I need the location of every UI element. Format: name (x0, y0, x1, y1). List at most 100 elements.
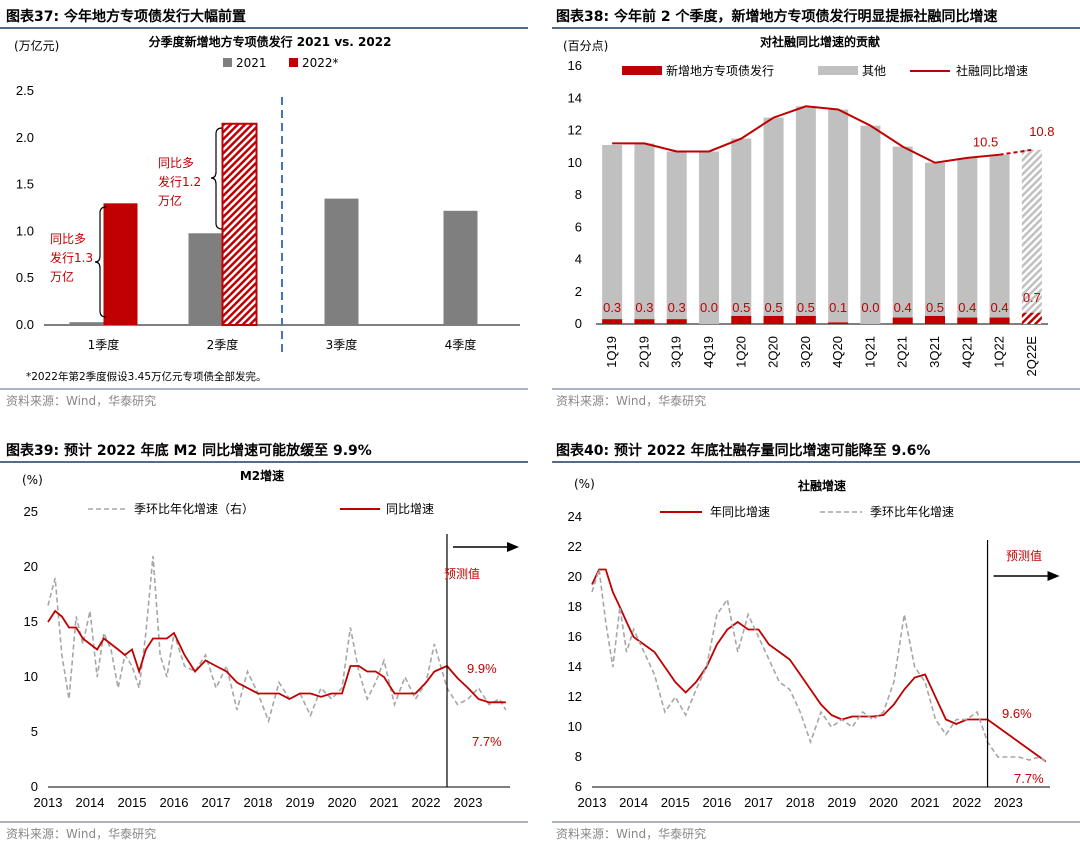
x-tick-label: 3Q20 (798, 336, 813, 368)
y-tick-label: 10 (24, 669, 38, 684)
bar-other (924, 162, 946, 316)
panel40-title: 图表40: 预计 2022 年底社融存量同比增速可能降至 9.6% (556, 442, 930, 459)
panel39-title: 图表39: 预计 2022 年底 M2 同比增速可能放缓至 9.9% (6, 442, 372, 459)
x-tick-label: 2018 (786, 795, 815, 810)
chart39-title: M2增速 (240, 468, 284, 483)
line-label-2q22e: 10.8 (1029, 124, 1054, 139)
bar-special-bond (957, 317, 978, 324)
chart38-plot: 0 2 4 6 8 10 12 14 16 0.3 1Q19 0.3 2Q19 0.3 3Q19 0.0 4Q1… (568, 58, 1055, 376)
anno-q2-line3: 万亿 (158, 193, 182, 208)
chart37-title: 分季度新增地方专项债发行 2021 vs. 2022 (149, 34, 392, 49)
bar-special-bond (989, 317, 1010, 324)
line-label-1q22: 10.5 (973, 135, 998, 150)
x-tick-label: 2016 (702, 795, 731, 810)
chart37-legend: 2021 2022* (223, 56, 339, 70)
panel37-source: 资料来源：Wind，华泰研究 (6, 393, 156, 408)
chart38-legend: 新增地方专项债发行 其他 社融同比增速 (622, 63, 1028, 78)
x-tick-label: 2013 (34, 795, 63, 810)
x-tick-label: 4Q21 (959, 336, 974, 368)
chart39-forecast-label: 预测值 (444, 566, 480, 581)
y-tick-label: 22 (568, 539, 582, 554)
chart40-unit: (%) (574, 477, 595, 491)
bar-other (634, 143, 655, 320)
y-tick-label: 24 (568, 509, 582, 524)
x-tick-label: 1Q22 (992, 336, 1007, 368)
bar-2022 (221, 122, 258, 327)
bar-special-bond (634, 319, 655, 324)
bond-value-label: 0.5 (797, 300, 815, 315)
bar-other (698, 151, 720, 324)
bar-special-bond (795, 315, 816, 324)
y-tick-label: 20 (24, 559, 38, 574)
anno-q1-line3: 万亿 (50, 269, 74, 284)
legend-swatch-2021 (223, 58, 232, 67)
y-tick-label: 8 (575, 187, 582, 202)
y-tick-label: 18 (568, 599, 582, 614)
y-tick-label: 8 (575, 749, 582, 764)
x-tick-label: 4Q20 (830, 336, 845, 368)
bond-value-label: 0.5 (926, 300, 944, 315)
anno-q1-line2: 发行1.3 (50, 250, 93, 265)
y-tick-label: 14 (568, 659, 582, 674)
chart40-forecast-label: 预测值 (1006, 548, 1042, 563)
panel39-source: 资料来源：Wind，华泰研究 (6, 826, 156, 841)
anno-q1-line1: 同比多 (50, 232, 86, 246)
y-tick-label: 6 (575, 219, 582, 234)
brace-q2 (210, 127, 223, 230)
x-tick-label: 2023 (994, 795, 1023, 810)
forecast-arrow-head (507, 542, 519, 552)
y-tick-label: 12 (568, 689, 582, 704)
legend-label-2022: 2022* (302, 56, 339, 70)
bond-value-label: 0.5 (765, 300, 783, 315)
y-tick-label: 0.0 (16, 317, 34, 332)
y-tick-label: 10 (568, 719, 582, 734)
x-tick-label: 1Q20 (733, 336, 748, 368)
x-tick-label: 4季度 (445, 337, 477, 352)
chart39-unit: (%) (22, 473, 43, 487)
bar-special-bond (1021, 312, 1042, 324)
panel37-title: 图表37: 今年地方专项债发行大幅前置 (6, 8, 246, 25)
chart37-plot: 0.0 0.5 1.0 1.5 2.0 2.5 1季度 2季度 3季度 4季度 (16, 83, 520, 355)
y-tick-label: 0 (575, 316, 582, 331)
chart37-anno-q1: 同比多 发行1.3 万亿 (50, 206, 107, 318)
x-tick-label: 2022 (412, 795, 441, 810)
bar-other (989, 154, 1010, 318)
x-tick-label: 2016 (160, 795, 189, 810)
bond-value-label: 0.7 (1023, 290, 1041, 305)
bar-other (666, 151, 687, 320)
x-tick-label: 2019 (286, 795, 315, 810)
line-tsf-growth (612, 105, 1000, 164)
y-tick-label: 0.5 (16, 270, 34, 285)
chart39-plot: 0 5 10 15 20 25 2013 2014 2015 2016 2017 2018 2019 20… (24, 504, 519, 810)
chart39-legend: 季环比年化增速（右） 同比增速 (88, 501, 434, 516)
x-tick-label: 2020 (328, 795, 357, 810)
x-tick-label: 2014 (619, 795, 648, 810)
x-tick-label: 2季度 (207, 337, 239, 352)
x-tick-label: 2020 (869, 795, 898, 810)
x-tick-label: 3Q21 (927, 336, 942, 368)
y-tick-label: 14 (568, 90, 582, 105)
x-tick-label: 1季度 (88, 337, 120, 352)
y-tick-label: 2.5 (16, 83, 34, 98)
bond-value-label: 0.4 (991, 300, 1009, 315)
x-tick-label: 2Q19 (636, 336, 651, 368)
bar-other (957, 157, 978, 318)
x-tick-label: 2022 (952, 795, 981, 810)
bar-special-bond (828, 322, 849, 324)
bond-value-label: 0.4 (958, 300, 976, 315)
chart38-title: 对社融同比增速的贡献 (760, 34, 880, 49)
panel38-title: 图表38: 今年前 2 个季度，新增地方专项债发行明显提振社融同比增速 (556, 8, 997, 25)
bond-value-label: 0.0 (700, 300, 718, 315)
anno-q2-line2: 发行1.2 (158, 174, 201, 189)
end-label-qoq: 7.7% (472, 734, 502, 749)
legend-label-other: 其他 (862, 64, 886, 78)
x-tick-label: 2017 (202, 795, 231, 810)
y-tick-label: 16 (568, 58, 582, 73)
bond-value-label: 0.1 (829, 300, 847, 315)
line-qoq-annualized (591, 569, 1047, 763)
x-tick-label: 2014 (76, 795, 105, 810)
legend-label-bond: 新增地方专项债发行 (666, 63, 774, 78)
bond-value-label: 0.3 (668, 300, 686, 315)
x-tick-label: 2013 (578, 795, 607, 810)
legend-label-tsf-yoy: 年同比增速 (710, 505, 770, 519)
